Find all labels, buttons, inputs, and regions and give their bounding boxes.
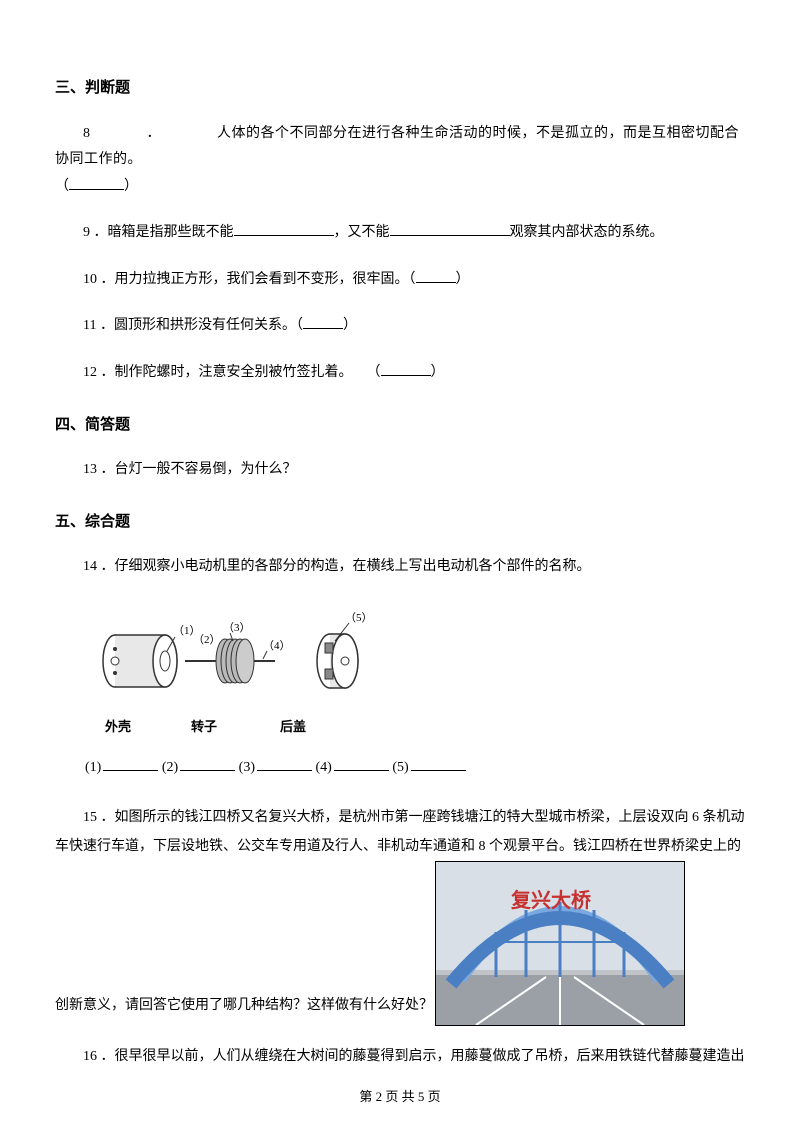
ans1: (1) (85, 760, 101, 775)
ans4-blank (334, 757, 389, 771)
q9-blank2 (390, 222, 510, 236)
motor-labels-row: 外壳 转子 后盖 (85, 715, 385, 740)
motor-n3: （3） (223, 621, 251, 634)
q12-post: ） (431, 365, 445, 380)
q10-blank (416, 269, 456, 283)
q10-post: ） (456, 272, 470, 287)
q11-post: ） (343, 318, 357, 333)
page-footer: 第 2 页 共 5 页 (0, 1085, 800, 1110)
q11-blank (303, 315, 343, 329)
motor-n2: （2） (193, 633, 221, 646)
section-5-title: 五、综合题 (55, 508, 745, 537)
ans2: (2) (162, 760, 178, 775)
q9-blank1 (234, 222, 334, 236)
q15-line2: 车快速行车道，下层设地铁、公交车专用道及行人、非机动车通道和 8 个观景平台。钱… (55, 834, 745, 861)
q11-pre: 11 ．圆顶形和拱形没有任何关系。（ (83, 318, 303, 333)
q9-mid: ，又不能 (334, 225, 390, 240)
q15-line1: 15 ．如图所示的钱江四桥又名复兴大桥，是杭州市第一座跨钱塘江的特大型城市桥梁，… (55, 803, 745, 834)
motor-n4: （4） (263, 639, 291, 652)
ans3: (3) (239, 760, 255, 775)
motor-diagram: （1） （2） （3） （4） （5） (85, 601, 385, 740)
q12-pre: 12 ．制作陀螺时，注意安全别被竹签扎着。 （ (83, 365, 381, 380)
section-3-title: 三、判断题 (55, 74, 745, 103)
q14-answer-line: (1) (2) (3) (4) (5) (85, 755, 745, 782)
motor-n5: （5） (345, 611, 373, 624)
question-15: 15 ．如图所示的钱江四桥又名复兴大桥，是杭州市第一座跨钱塘江的特大型城市桥梁，… (55, 803, 745, 1025)
ans4: (4) (315, 760, 331, 775)
motor-label-rotor: 转子 (173, 715, 268, 740)
q15-line3: 创新意义，请回答它使用了哪几种结构？这样做有什么好处？ (55, 993, 433, 1026)
motor-svg: （1） （2） （3） （4） （5） (85, 601, 385, 711)
q8-blank (69, 176, 124, 190)
motor-cover (317, 634, 358, 688)
question-13: 13 ．台灯一般不容易倒，为什么？ (55, 457, 745, 484)
ans3-blank (257, 757, 312, 771)
question-9: 9 ．暗箱是指那些既不能 ，又不能 观察其内部状态的系统。 (55, 220, 745, 247)
q9-post: 观察其内部状态的系统。 (510, 225, 664, 240)
question-16: 16 ．很早很早以前，人们从缠绕在大树间的藤蔓得到启示，用藤蔓做成了吊桥，后来用… (55, 1044, 745, 1071)
ans5-blank (411, 757, 466, 771)
ans2-blank (180, 757, 235, 771)
q8-paren-open: （ (55, 179, 69, 194)
motor-shell (103, 635, 177, 687)
question-8: 8 ． 人体的各个不同部分在进行各种生命活动的时候，不是孤立的，而是互相密切配合… (55, 121, 745, 201)
ans1-blank (103, 757, 158, 771)
question-10: 10 ．用力拉拽正方形，我们会看到不变形，很牢固。（ ） (55, 267, 745, 294)
q8-dot: ． (147, 126, 162, 141)
q8-num: 8 (83, 126, 91, 141)
bridge-photo: 复兴大桥 (435, 861, 685, 1026)
q9-pre: 9 ．暗箱是指那些既不能 (83, 225, 234, 240)
section-4-title: 四、简答题 (55, 411, 745, 440)
question-14: 14 ．仔细观察小电动机里的各部分的构造，在横线上写出电动机各个部件的名称。 (55, 554, 745, 581)
question-11: 11 ．圆顶形和拱形没有任何关系。（ ） (55, 313, 745, 340)
svg-text:复兴大桥: 复兴大桥 (510, 888, 592, 912)
motor-label-cover: 后盖 (268, 715, 306, 740)
question-12: 12 ．制作陀螺时，注意安全别被竹签扎着。 （ ） (55, 360, 745, 387)
q12-blank (381, 362, 431, 376)
q8-paren-close: ） (124, 179, 138, 194)
motor-label-shell: 外壳 (85, 715, 173, 740)
ans5: (5) (392, 760, 408, 775)
q10-pre: 10 ．用力拉拽正方形，我们会看到不变形，很牢固。（ (83, 272, 416, 287)
